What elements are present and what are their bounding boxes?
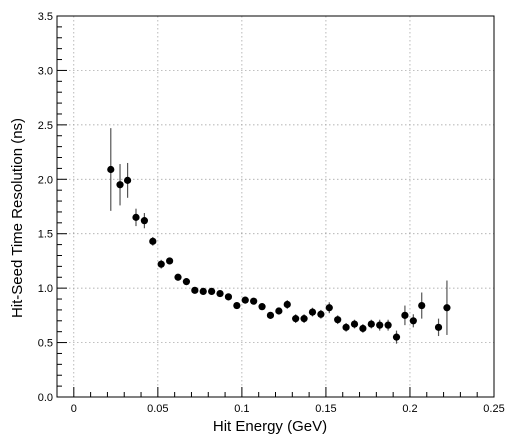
data-point [376,321,384,329]
y-tick-label: 2.0 [38,174,53,186]
data-point [275,307,283,315]
data-point [182,278,191,286]
data-point [434,323,443,331]
y-tick-label: 3.5 [38,11,53,23]
data-point [132,213,140,221]
data-point [359,324,367,333]
data-point [342,323,350,331]
data-series [107,128,451,344]
x-tick-label: 0.2 [402,403,417,415]
data-point [216,289,224,298]
data-point [308,308,317,316]
data-point [174,273,182,281]
data-point [166,257,174,265]
axis-tick-labels: 0 0.05 0.1 0.15 0.2 0.25 0.0 0.5 1.0 1.5 2.0 2.5 3.0… [38,11,505,415]
y-tick-label: 1.5 [38,229,53,241]
data-point [140,217,148,225]
y-tick-label: 0.0 [38,392,53,404]
data-point [283,300,291,309]
data-point [116,181,124,189]
data-point [317,310,325,318]
data-point [107,165,115,174]
data-point [224,293,233,301]
x-tick-label: 0.05 [147,403,168,415]
data-point [157,260,165,268]
data-point [367,320,375,328]
data-point [325,304,333,312]
data-point [334,316,342,324]
y-tick-label: 0.5 [38,338,53,350]
data-point [191,286,199,294]
data-point [149,237,157,245]
x-axis-title: Hit Energy (GeV) [213,418,327,435]
data-point [123,176,132,184]
data-point [199,287,207,296]
data-point [392,333,401,341]
x-tick-label: 0.15 [315,403,336,415]
data-point [409,317,417,325]
axis-ticks [56,15,495,398]
data-point [350,320,359,328]
x-tick-label: 0.25 [483,403,504,415]
data-point [233,301,241,310]
data-point [401,311,409,319]
y-tick-label: 2.5 [38,120,53,132]
data-point [241,296,249,304]
x-tick-label: 0.1 [234,403,249,415]
plot-frame [56,15,495,398]
data-point [250,297,258,305]
y-axis-title: Hit-Seed Time Resolution (ns) [9,118,26,318]
x-tick-label: 0 [71,403,77,415]
data-point [384,321,392,329]
data-point [418,301,426,310]
data-point [266,311,275,319]
grid [57,16,495,397]
y-tick-label: 1.0 [38,283,53,295]
y-tick-label: 3.0 [38,65,53,77]
data-point [443,304,451,312]
data-point [258,303,266,311]
data-point [208,287,216,296]
data-point [300,315,308,323]
data-point [292,315,300,323]
